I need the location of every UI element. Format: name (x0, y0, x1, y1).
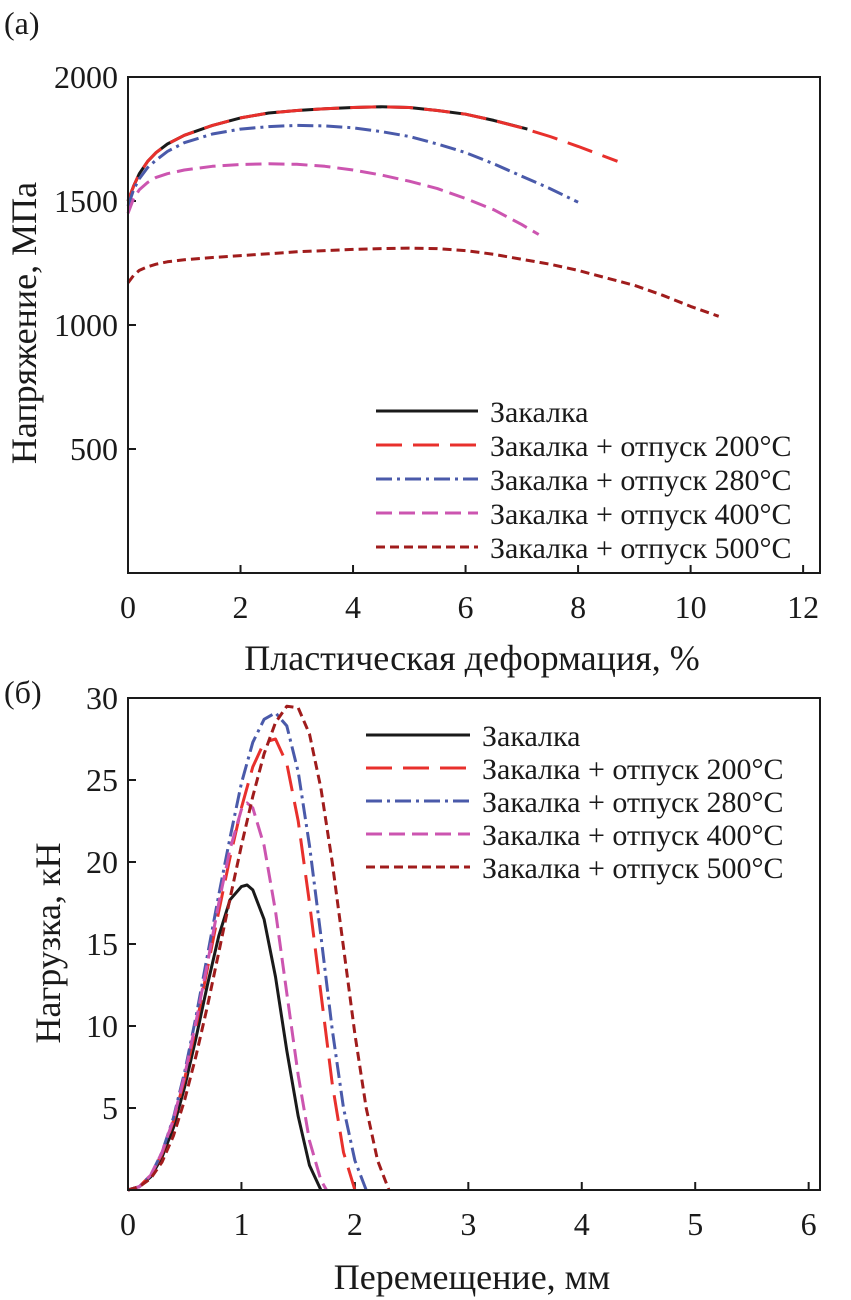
legend-label: Закалка + отпуск 400°C (482, 819, 784, 852)
legend-label: Закалка + отпуск 500°C (482, 852, 784, 885)
x-tick-label: 4 (574, 1206, 590, 1242)
x-tick-label: 6 (801, 1206, 817, 1242)
x-tick-label: 0 (120, 589, 136, 625)
x-tick-label: 6 (458, 589, 474, 625)
y-tick-label: 1500 (54, 183, 118, 219)
series-line (127, 704, 391, 1192)
legend-label: Закалка + отпуск 200°C (482, 753, 784, 786)
x-tick-label: 2 (233, 589, 249, 625)
y-tick-label: 20 (86, 844, 118, 880)
legend-label: Закалка (490, 396, 588, 429)
plot-frame-a (127, 76, 821, 574)
plot-frame-b (127, 697, 821, 1191)
x-tick-label: 4 (345, 589, 361, 625)
x-tick-label: 3 (460, 1206, 476, 1242)
y-tick-label: 30 (86, 680, 118, 716)
y-tick-label: 1000 (54, 307, 118, 343)
series-line (127, 883, 323, 1192)
x-tick-label: 1 (233, 1206, 249, 1242)
y-tick-label: 25 (86, 762, 118, 798)
load-displacement-chart: (б) Нагрузка, кН Перемещение, мм 0 1 2 3 4 5 6… (4, 674, 821, 1297)
x-tick-label: 12 (787, 589, 819, 625)
y-axis-title-a: Напряжение, МПа (4, 182, 44, 464)
x-tick-label: 5 (687, 1206, 703, 1242)
x-axis-title-a: Пластическая деформация, % (244, 638, 699, 678)
series-lines-a (126, 105, 720, 318)
legend-label: Закалка + отпуск 280°C (490, 464, 792, 497)
y-tick-label: 15 (86, 926, 118, 962)
panel-label-b: (б) (4, 674, 42, 710)
y-tick-label: 500 (70, 431, 118, 467)
ticks-a: 0 2 4 6 8 10 12 500 1000 1500 2000 (54, 59, 819, 625)
ticks-b: 0 1 2 3 4 5 6 5 10 15 20 25 30 (86, 680, 817, 1242)
y-tick-label: 2000 (54, 59, 118, 95)
x-tick-label: 8 (570, 589, 586, 625)
panel-label-a: (а) (4, 5, 40, 41)
series-line (126, 123, 579, 207)
legend-label: Закалка + отпуск 400°C (490, 498, 792, 531)
stress-strain-chart: (а) Напряжение, МПа Пластическая деформа… (4, 5, 821, 678)
legend-label: Закалка (482, 720, 580, 753)
series-line (126, 162, 540, 236)
series-lines-b (127, 704, 391, 1192)
series-line (126, 246, 720, 318)
series-line (126, 105, 528, 202)
series-line (127, 737, 357, 1192)
x-tick-label: 0 (120, 1206, 136, 1242)
legend-label: Закалка + отпуск 280°C (482, 786, 784, 819)
series-line (126, 105, 619, 202)
legend-label: Закалка + отпуск 200°C (490, 430, 792, 463)
y-tick-label: 5 (102, 1090, 118, 1126)
legend-label: Закалка + отпуск 500°C (490, 532, 792, 565)
x-tick-label: 2 (347, 1206, 363, 1242)
series-line (127, 801, 328, 1192)
y-axis-title-b: Нагрузка, кН (28, 843, 68, 1044)
x-tick-label: 10 (675, 589, 707, 625)
x-axis-title-b: Перемещение, мм (334, 1257, 611, 1297)
y-tick-label: 10 (86, 1008, 118, 1044)
